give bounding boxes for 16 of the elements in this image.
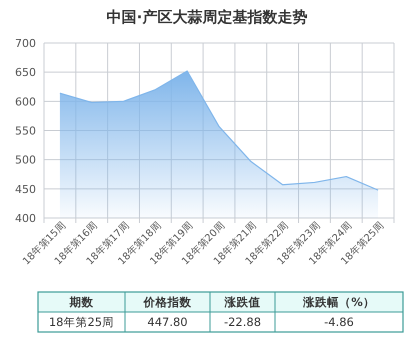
y-tick-label: 400 <box>15 212 36 225</box>
text: -4.86 <box>324 315 354 329</box>
text: -22.88 <box>224 315 262 329</box>
text: 18年第25周 <box>48 315 114 329</box>
text: 涨跌值 <box>224 295 260 309</box>
y-tick-label: 700 <box>15 37 36 50</box>
text: 447.80 <box>147 315 188 329</box>
chart-title: 中国·产区大蒜周定基指数走势 <box>106 8 308 26</box>
y-tick-label: 600 <box>15 95 36 108</box>
y-tick-label: 450 <box>15 182 36 196</box>
text: 涨跌幅（%） <box>302 295 375 309</box>
text: 期数 <box>68 295 94 309</box>
y-tick-label: 650 <box>15 66 36 80</box>
text: 价格指数 <box>142 295 192 309</box>
y-tick-label: 500 <box>15 154 36 167</box>
y-tick-label: 550 <box>15 124 36 138</box>
